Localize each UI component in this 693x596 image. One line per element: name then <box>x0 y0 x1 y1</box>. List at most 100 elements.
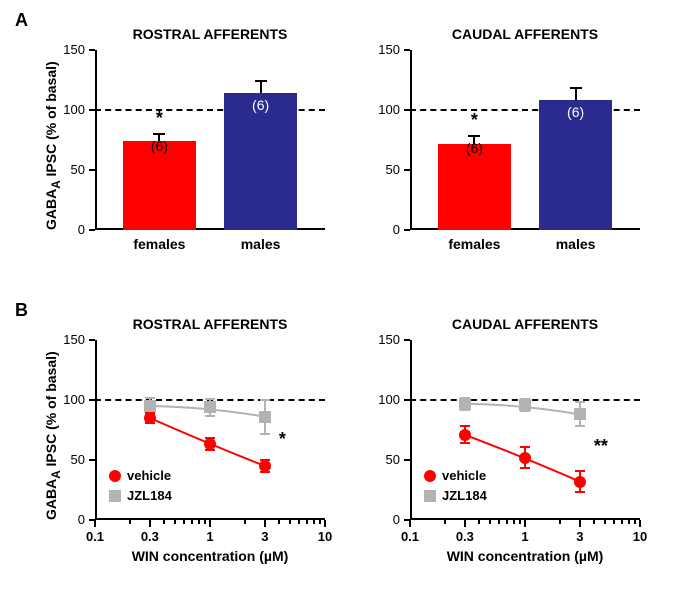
n-label: (6) <box>224 97 298 113</box>
x-minor-tick <box>298 520 300 524</box>
error-cap <box>153 133 165 135</box>
x-minor-tick <box>593 520 595 524</box>
x-tick <box>94 520 96 527</box>
y-tick-label: 50 <box>386 452 400 467</box>
y-tick-label: 150 <box>378 42 400 57</box>
legend-vehicle-swatch <box>424 470 436 482</box>
jzl-error-cap <box>260 433 270 435</box>
panel-b-right: CAUDAL AFFERENTS0501001500.10.31310**WIN… <box>410 340 640 520</box>
jzl-error-cap <box>205 398 215 400</box>
y-tick-label: 150 <box>63 42 85 57</box>
x-minor-tick <box>444 520 446 524</box>
category-label: females <box>428 236 522 252</box>
vehicle-marker <box>519 452 531 464</box>
x-minor-tick <box>183 520 185 524</box>
jzl-marker <box>144 400 156 412</box>
panel-a-left: ROSTRAL AFFERENTS050100150(6)*females(6)… <box>95 50 325 230</box>
legend-jzl-label: JZL184 <box>127 488 172 503</box>
legend-vehicle-label: vehicle <box>127 468 171 483</box>
x-minor-tick <box>163 520 165 524</box>
jzl-marker <box>204 401 216 413</box>
jzl-marker <box>574 408 586 420</box>
legend-vehicle: vehicle <box>424 468 486 483</box>
x-axis-label: WIN concentration (µM) <box>410 548 640 564</box>
figure-root: ABROSTRAL AFFERENTS050100150(6)*females(… <box>0 0 693 596</box>
y-tick-label: 0 <box>393 512 400 527</box>
legend-jzl: JZL184 <box>424 488 487 503</box>
category-label: females <box>113 236 207 252</box>
error-cap <box>570 87 582 89</box>
y-tick <box>404 49 410 51</box>
subplot-title: ROSTRAL AFFERENTS <box>95 26 325 42</box>
y-axis <box>410 50 412 230</box>
y-tick-label: 100 <box>63 392 85 407</box>
x-minor-tick <box>204 520 206 524</box>
jzl-error-cap <box>145 397 155 399</box>
x-minor-tick <box>519 520 521 524</box>
y-tick-label: 150 <box>378 332 400 347</box>
significance-star: ** <box>594 436 608 457</box>
x-minor-tick <box>498 520 500 524</box>
vehicle-marker <box>144 412 156 424</box>
subplot-title: CAUDAL AFFERENTS <box>410 316 640 332</box>
y-axis-label: GABAA IPSC (% of basal) <box>43 61 63 230</box>
x-tick <box>639 520 641 527</box>
category-label: males <box>214 236 308 252</box>
x-tick <box>579 520 581 527</box>
x-tick-label: 1 <box>195 529 225 544</box>
error-cap <box>255 80 267 82</box>
x-minor-tick <box>174 520 176 524</box>
jzl-marker <box>519 399 531 411</box>
subplot-title: ROSTRAL AFFERENTS <box>95 316 325 332</box>
y-tick-label: 100 <box>378 102 400 117</box>
legend-jzl: JZL184 <box>109 488 172 503</box>
x-minor-tick <box>244 520 246 524</box>
y-tick-label: 0 <box>78 512 85 527</box>
error-bar <box>260 81 262 93</box>
vehicle-marker <box>574 476 586 488</box>
panel-a-label: A <box>15 10 28 31</box>
vehicle-marker <box>204 438 216 450</box>
y-tick-label: 150 <box>63 332 85 347</box>
jzl-error-cap <box>205 415 215 417</box>
significance-star: * <box>438 110 512 131</box>
vehicle-error-cap <box>520 467 530 469</box>
x-tick <box>324 520 326 527</box>
x-minor-tick <box>306 520 308 524</box>
vehicle-error-cap <box>520 446 530 448</box>
panel-b-left: ROSTRAL AFFERENTS0501001500.10.31310*WIN… <box>95 340 325 520</box>
x-tick-label: 10 <box>625 529 655 544</box>
x-tick <box>209 520 211 527</box>
jzl-error-cap <box>575 401 585 403</box>
vehicle-error-cap <box>460 442 470 444</box>
vehicle-error-cap <box>575 491 585 493</box>
x-minor-tick <box>278 520 280 524</box>
bar-females <box>438 144 512 230</box>
x-minor-tick <box>313 520 315 524</box>
y-tick <box>89 169 95 171</box>
legend-vehicle: vehicle <box>109 468 171 483</box>
jzl-error-cap <box>260 399 270 401</box>
y-tick-label: 50 <box>71 452 85 467</box>
n-label: (6) <box>123 138 197 154</box>
x-tick <box>409 520 411 527</box>
y-tick-label: 50 <box>71 162 85 177</box>
legend-vehicle-swatch <box>109 470 121 482</box>
legend-vehicle-label: vehicle <box>442 468 486 483</box>
bar-females <box>123 141 197 230</box>
legend-jzl-swatch <box>109 490 121 502</box>
y-tick <box>404 169 410 171</box>
x-tick-label: 10 <box>310 529 340 544</box>
y-tick-label: 100 <box>378 392 400 407</box>
vehicle-error-cap <box>460 425 470 427</box>
bar-males <box>224 93 298 230</box>
x-minor-tick <box>604 520 606 524</box>
category-label: males <box>529 236 623 252</box>
x-tick-label: 3 <box>250 529 280 544</box>
panel-a-right: CAUDAL AFFERENTS050100150(6)*females(6)m… <box>410 50 640 230</box>
x-tick-label: 0.3 <box>450 529 480 544</box>
x-minor-tick <box>634 520 636 524</box>
x-minor-tick <box>129 520 131 524</box>
vehicle-marker <box>459 429 471 441</box>
y-axis-label: GABAA IPSC (% of basal) <box>43 351 63 520</box>
